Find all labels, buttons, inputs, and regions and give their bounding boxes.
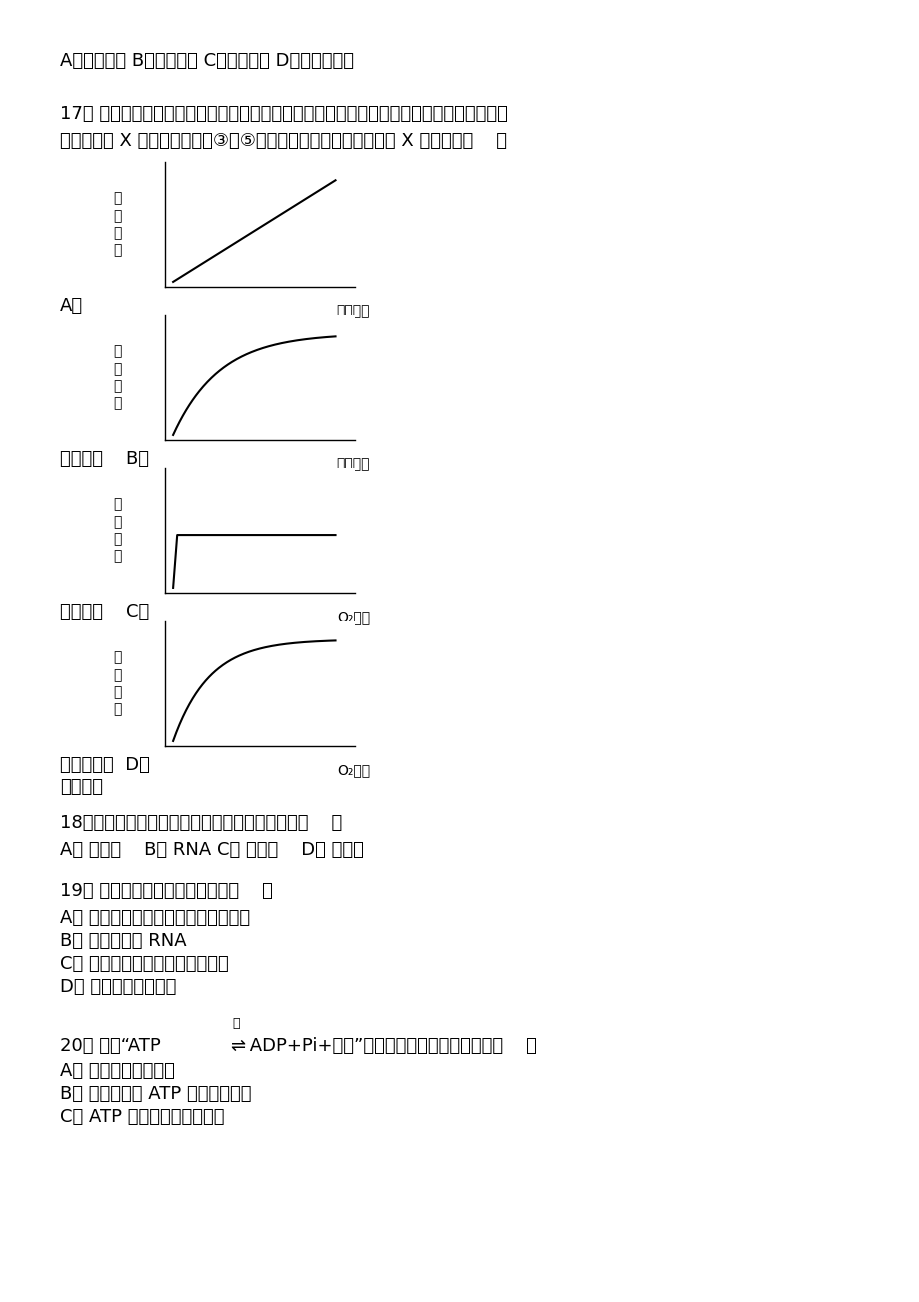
Text: 主动运输    B．: 主动运输 B．	[60, 450, 149, 467]
Text: 运
输
速
度: 运 输 速 度	[113, 497, 121, 564]
Text: 19． 下列有关酶的叙述错误的是（    ）: 19． 下列有关酶的叙述错误的是（ ）	[60, 881, 273, 900]
Text: A． 蛋白质    B． RNA C． 无机物    D． 有机物: A． 蛋白质 B． RNA C． 无机物 D． 有机物	[60, 841, 364, 859]
Text: C． ATP 中有三个高能磷酸键: C． ATP 中有三个高能磷酸键	[60, 1108, 224, 1126]
Text: O₂浓度: O₂浓度	[336, 763, 369, 777]
Text: 运
输
速
度: 运 输 速 度	[113, 345, 121, 410]
Text: ADP+Pi+能量”的反应式叙述中，正确的是（    ）: ADP+Pi+能量”的反应式叙述中，正确的是（ ）	[244, 1036, 537, 1055]
Text: A． 组成大多数酶的基本单位是氨基酸: A． 组成大多数酶的基本单位是氨基酸	[60, 909, 250, 927]
Text: A．主动运输 B．自由扩散 C．协助扩散 D．胞吞与胞吐: A．主动运输 B．自由扩散 C．协助扩散 D．胞吞与胞吐	[60, 52, 354, 70]
Text: B． 少数的酶是 RNA: B． 少数的酶是 RNA	[60, 932, 187, 950]
Text: 酶: 酶	[232, 1017, 240, 1030]
Text: 17． 某科学家在研究细胞膜运输物质时发现有下列四种关系，分别用四种曲线表示，在研究: 17． 某科学家在研究细胞膜运输物质时发现有下列四种关系，分别用四种曲线表示，在…	[60, 105, 507, 122]
Text: 20． 关于“ATP: 20． 关于“ATP	[60, 1036, 161, 1055]
Text: D． 酶都具有消化功能: D． 酶都具有消化功能	[60, 978, 176, 996]
Text: B． 水解与合成 ATP 所需的酶相同: B． 水解与合成 ATP 所需的酶相同	[60, 1085, 251, 1103]
Text: 无法判断: 无法判断	[60, 779, 103, 796]
Text: 运
输
速
度: 运 输 速 度	[113, 191, 121, 258]
Text: ⇌: ⇌	[230, 1036, 244, 1055]
Text: C． 每种酶都具有高效性，专一性: C． 每种酶都具有高效性，专一性	[60, 954, 229, 973]
Text: 18．酶是活细胞产生的一类具有生物催化作用的（    ）: 18．酶是活细胞产生的一类具有生物催化作用的（ ）	[60, 814, 342, 832]
Text: 内吞和外排  D．: 内吞和外排 D．	[60, 756, 150, 773]
Text: A． 该反应是可逆反应: A． 该反应是可逆反应	[60, 1062, 175, 1079]
Text: 物质浓度: 物质浓度	[336, 457, 369, 471]
Text: 物质浓度: 物质浓度	[336, 305, 369, 319]
Text: O₂浓度: O₂浓度	[336, 611, 369, 625]
Text: 自由扩散    C．: 自由扩散 C．	[60, 603, 149, 621]
Text: 具体的物质 X 时，发现与曲线③和⑤相符，试问：细胞膜运输物质 X 的方式是（    ）: 具体的物质 X 时，发现与曲线③和⑤相符，试问：细胞膜运输物质 X 的方式是（ …	[60, 132, 506, 150]
Text: A．: A．	[60, 297, 83, 315]
Text: 运
输
速
度: 运 输 速 度	[113, 651, 121, 716]
